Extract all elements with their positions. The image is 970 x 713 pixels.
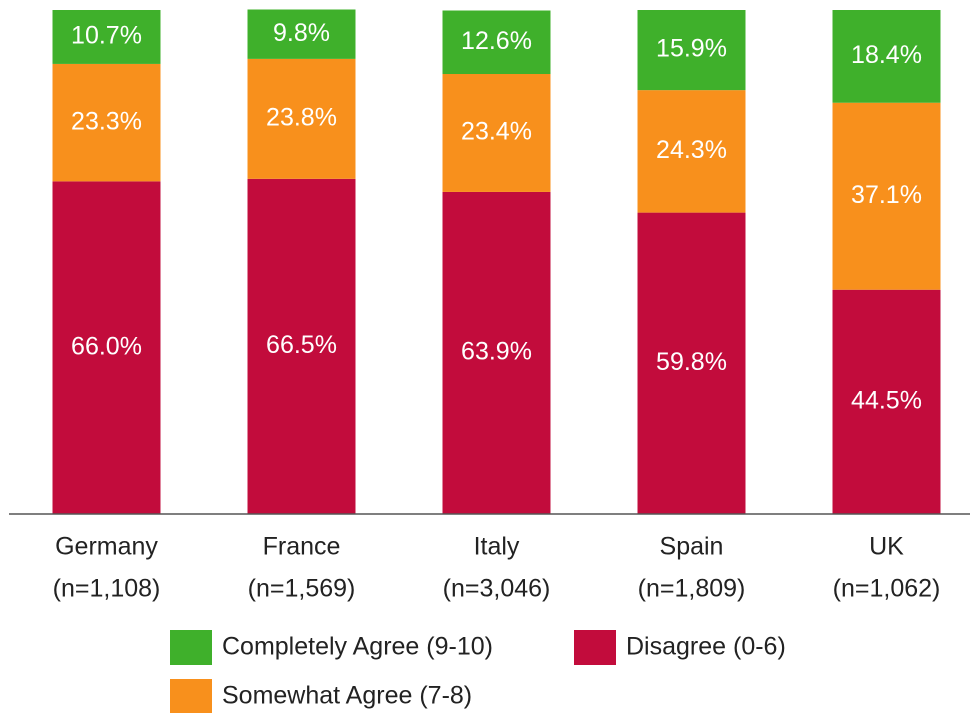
bar-segment bbox=[832, 102, 941, 290]
data-label: 66.0% bbox=[71, 332, 142, 360]
legend-label: Disagree (0-6) bbox=[626, 633, 786, 661]
legend-swatch bbox=[574, 630, 616, 665]
data-label: 66.5% bbox=[266, 331, 337, 359]
x-tick-label: Spain bbox=[660, 533, 724, 561]
bar-segment bbox=[637, 10, 746, 91]
legend-label: Somewhat Agree (7-8) bbox=[222, 682, 472, 710]
legend-swatch bbox=[170, 679, 212, 713]
data-label: 23.4% bbox=[461, 118, 532, 146]
x-tick-label: Italy bbox=[474, 533, 520, 561]
x-tick-label: (n=1,108) bbox=[53, 575, 161, 603]
x-tick-label: Germany bbox=[55, 533, 158, 561]
bar-segment bbox=[832, 10, 941, 103]
data-label: 63.9% bbox=[461, 338, 532, 366]
data-label: 18.4% bbox=[851, 41, 922, 69]
data-label: 24.3% bbox=[656, 136, 727, 164]
x-tick-label: France bbox=[263, 533, 341, 561]
data-label: 23.8% bbox=[266, 103, 337, 131]
x-tick-label: (n=1,062) bbox=[833, 575, 941, 603]
bar-segment bbox=[52, 181, 161, 515]
data-label: 23.3% bbox=[71, 107, 142, 135]
data-label: 10.7% bbox=[71, 22, 142, 50]
x-tick-label: UK bbox=[869, 533, 904, 561]
data-label: 15.9% bbox=[656, 35, 727, 63]
bar-segment bbox=[247, 178, 356, 514]
data-label: 12.6% bbox=[461, 27, 532, 55]
bar-segment bbox=[52, 63, 161, 182]
bar-segment bbox=[442, 10, 551, 75]
bar-segment bbox=[247, 9, 356, 59]
legend-label: Completely Agree (9-10) bbox=[222, 633, 493, 661]
data-label: 59.8% bbox=[656, 348, 727, 376]
bar-segment bbox=[442, 191, 551, 514]
data-label: 9.8% bbox=[273, 19, 330, 47]
bar-segment bbox=[637, 90, 746, 213]
x-tick-label: (n=1,569) bbox=[248, 575, 356, 603]
x-tick-label: (n=3,046) bbox=[443, 575, 551, 603]
bar-segment bbox=[832, 289, 941, 514]
bar-segment bbox=[442, 74, 551, 192]
bar-segment bbox=[52, 10, 161, 64]
data-label: 37.1% bbox=[851, 181, 922, 209]
x-tick-label: (n=1,809) bbox=[638, 575, 746, 603]
legend-swatch bbox=[170, 630, 212, 665]
data-label: 44.5% bbox=[851, 386, 922, 414]
bar-segment bbox=[247, 58, 356, 179]
bar-segment bbox=[637, 212, 746, 514]
